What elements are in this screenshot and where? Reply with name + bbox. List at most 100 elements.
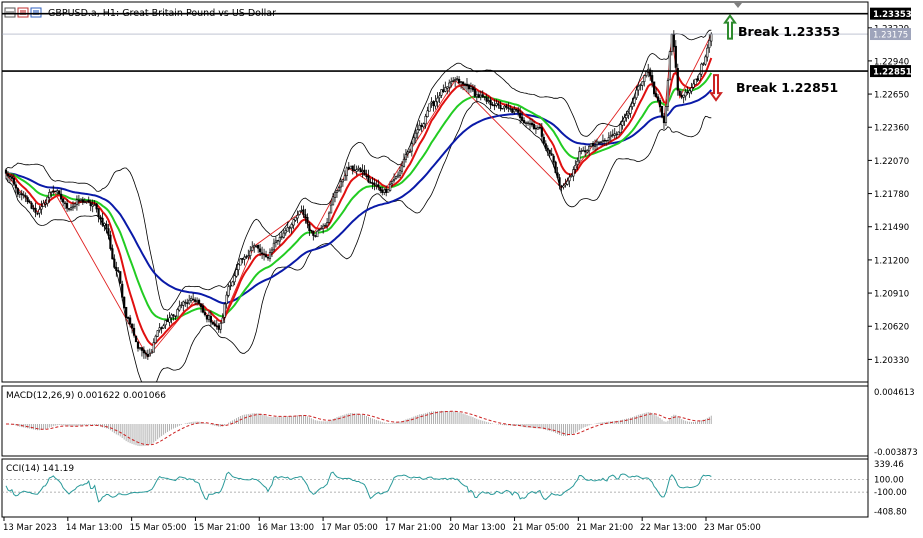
ma-mid-path bbox=[5, 72, 713, 321]
candle-body bbox=[203, 312, 207, 316]
candle-body bbox=[408, 151, 411, 153]
candle-body bbox=[138, 347, 142, 349]
candle-body bbox=[410, 143, 413, 152]
candle-body bbox=[377, 184, 380, 188]
window-icons[interactable] bbox=[4, 7, 42, 18]
price-axis[interactable]: 1.20330 1.20620 1.20910 1.21200 1.21490 1.217… bbox=[867, 2, 912, 517]
macd-tick-label: 0.004613 bbox=[874, 388, 915, 398]
candle-body bbox=[12, 177, 15, 185]
candle-body bbox=[306, 216, 309, 224]
price-tick-label: 1.20620 bbox=[874, 323, 909, 333]
candle-body bbox=[34, 207, 37, 213]
time-tick-label: 20 Mar 13:00 bbox=[449, 523, 506, 533]
candle-body bbox=[150, 351, 153, 354]
candle-body bbox=[580, 150, 583, 152]
candle-body bbox=[489, 99, 492, 106]
candle-body bbox=[302, 209, 305, 215]
candle-body bbox=[186, 302, 189, 304]
candle-body bbox=[548, 149, 551, 154]
candle-body bbox=[479, 94, 482, 98]
candle-body bbox=[195, 300, 199, 303]
candle-body bbox=[312, 230, 315, 236]
candle-body bbox=[542, 136, 545, 144]
break-up-label: Break 1.23353 bbox=[738, 24, 840, 39]
candle-body bbox=[430, 101, 433, 104]
candle-body bbox=[333, 191, 337, 198]
candle-body bbox=[524, 122, 528, 124]
price-tick-label: 1.22940 bbox=[874, 57, 909, 67]
macd-tick-label: -0.003873 bbox=[874, 448, 918, 458]
candle-body bbox=[371, 182, 374, 184]
candle-body bbox=[190, 297, 193, 302]
candle-body bbox=[499, 105, 502, 109]
candle-body bbox=[507, 107, 510, 109]
candle-body bbox=[471, 87, 474, 91]
candle-body bbox=[99, 216, 102, 220]
candle-body bbox=[343, 175, 346, 181]
candle-body bbox=[160, 327, 163, 330]
menu-icon[interactable] bbox=[4, 7, 16, 18]
candle-body bbox=[264, 254, 268, 257]
candle-body bbox=[523, 120, 526, 124]
candle-body bbox=[58, 190, 61, 194]
candle-body bbox=[95, 203, 98, 210]
candle-body bbox=[10, 176, 14, 179]
candle-body bbox=[288, 227, 291, 229]
candle-body bbox=[564, 183, 567, 186]
candle-body bbox=[239, 258, 242, 266]
price-label-box bbox=[870, 28, 911, 41]
candle-body bbox=[97, 208, 100, 218]
candle-body bbox=[87, 199, 90, 203]
time-tick-label: 23 Mar 05:00 bbox=[704, 523, 761, 533]
main-pane bbox=[1, 1, 869, 383]
candle-body bbox=[656, 96, 660, 102]
candle-body bbox=[101, 217, 104, 226]
candle-body bbox=[62, 198, 65, 203]
cci-pane bbox=[1, 458, 869, 518]
candle-body bbox=[266, 257, 270, 259]
candle-body bbox=[658, 100, 662, 108]
macd-signal-path bbox=[6, 410, 712, 446]
macd-signal-line bbox=[6, 410, 712, 446]
candle-body bbox=[381, 189, 384, 193]
candle-body bbox=[270, 249, 274, 253]
candle-body bbox=[64, 202, 67, 205]
candle-body bbox=[643, 75, 646, 82]
candle-body bbox=[298, 210, 301, 215]
candle-body bbox=[645, 71, 648, 76]
candle-body bbox=[702, 63, 705, 65]
candle-body bbox=[428, 103, 431, 112]
candle-body bbox=[44, 202, 47, 205]
candle-body bbox=[536, 127, 539, 130]
time-axis[interactable]: 13 Mar 2023 14 Mar 13:00 15 Mar 05:00 15 Ma… bbox=[2, 516, 868, 533]
candle-body bbox=[235, 269, 238, 277]
candle-body bbox=[77, 200, 80, 202]
candle-body bbox=[249, 250, 252, 256]
chart-shift-marker-icon[interactable] bbox=[734, 3, 742, 8]
candle-body bbox=[257, 245, 260, 249]
candle-body bbox=[436, 97, 439, 103]
candle-body bbox=[363, 169, 366, 176]
candle-body bbox=[552, 155, 555, 163]
candle-body bbox=[225, 294, 228, 304]
candle-body bbox=[194, 299, 197, 302]
candle-body bbox=[211, 322, 214, 325]
candle-body bbox=[706, 47, 709, 58]
candle-body bbox=[255, 245, 258, 248]
candle-body bbox=[398, 170, 402, 176]
arrow-up-icon bbox=[723, 13, 737, 40]
candle-body bbox=[463, 83, 467, 86]
candle-body bbox=[71, 205, 75, 209]
candle-body bbox=[635, 89, 638, 99]
candle-body bbox=[207, 315, 211, 320]
candle-body bbox=[556, 172, 559, 178]
candle-body bbox=[115, 267, 118, 271]
candle-body bbox=[696, 78, 699, 81]
candle-body bbox=[609, 134, 612, 138]
candle-body bbox=[119, 271, 122, 284]
macd-title: MACD(12,26,9) 0.001622 0.001066 bbox=[6, 391, 166, 401]
candle-body bbox=[613, 133, 616, 136]
bb-upper-line bbox=[5, 29, 712, 311]
candle-body bbox=[385, 188, 388, 193]
